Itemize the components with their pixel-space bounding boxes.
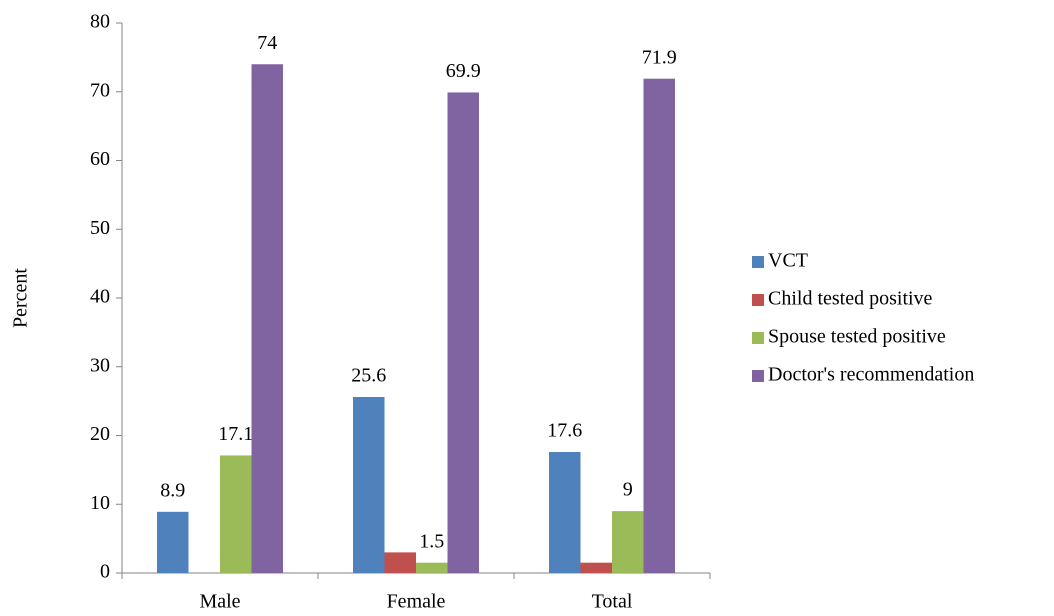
data-label: 74	[257, 32, 277, 54]
bar	[157, 511, 189, 573]
legend-label: Spouse tested positive	[768, 326, 946, 348]
bar	[353, 397, 385, 573]
x-tick-label: Male	[199, 591, 240, 613]
bar	[384, 552, 416, 573]
bar	[612, 511, 644, 573]
legend-label: Child tested positive	[768, 288, 933, 310]
data-label: 1.5	[419, 530, 444, 552]
y-axis-label: Percent	[10, 268, 32, 328]
data-label: 69.9	[446, 60, 481, 82]
y-tick-label: 50	[90, 217, 110, 239]
legend-swatch	[752, 370, 764, 382]
y-tick-label: 10	[90, 492, 110, 514]
bar	[643, 78, 675, 573]
y-tick-label: 20	[90, 423, 110, 445]
bar	[416, 562, 448, 573]
y-tick-label: 30	[90, 354, 110, 376]
data-label: 17.1	[218, 423, 253, 445]
data-label: 71.9	[642, 46, 677, 68]
legend-swatch	[752, 332, 764, 344]
legend-label: VCT	[768, 250, 808, 272]
bar	[549, 452, 581, 573]
bar	[580, 562, 612, 573]
y-tick-label: 80	[90, 11, 110, 33]
legend-label: Doctor's recommendation	[768, 364, 974, 386]
y-tick-label: 70	[90, 79, 110, 101]
y-tick-label: 40	[90, 286, 110, 308]
legend-swatch	[752, 294, 764, 306]
bar	[447, 92, 479, 573]
x-tick-label: Total	[592, 591, 633, 613]
bar	[251, 64, 283, 573]
y-tick-label: 60	[90, 148, 110, 170]
data-label: 8.9	[160, 479, 185, 501]
data-label: 17.6	[547, 420, 582, 442]
bar	[220, 455, 252, 573]
data-label: 9	[623, 479, 633, 501]
legend-swatch	[752, 256, 764, 268]
y-tick-label: 0	[100, 561, 110, 583]
x-tick-label: Female	[387, 591, 446, 613]
data-label: 25.6	[351, 365, 386, 387]
